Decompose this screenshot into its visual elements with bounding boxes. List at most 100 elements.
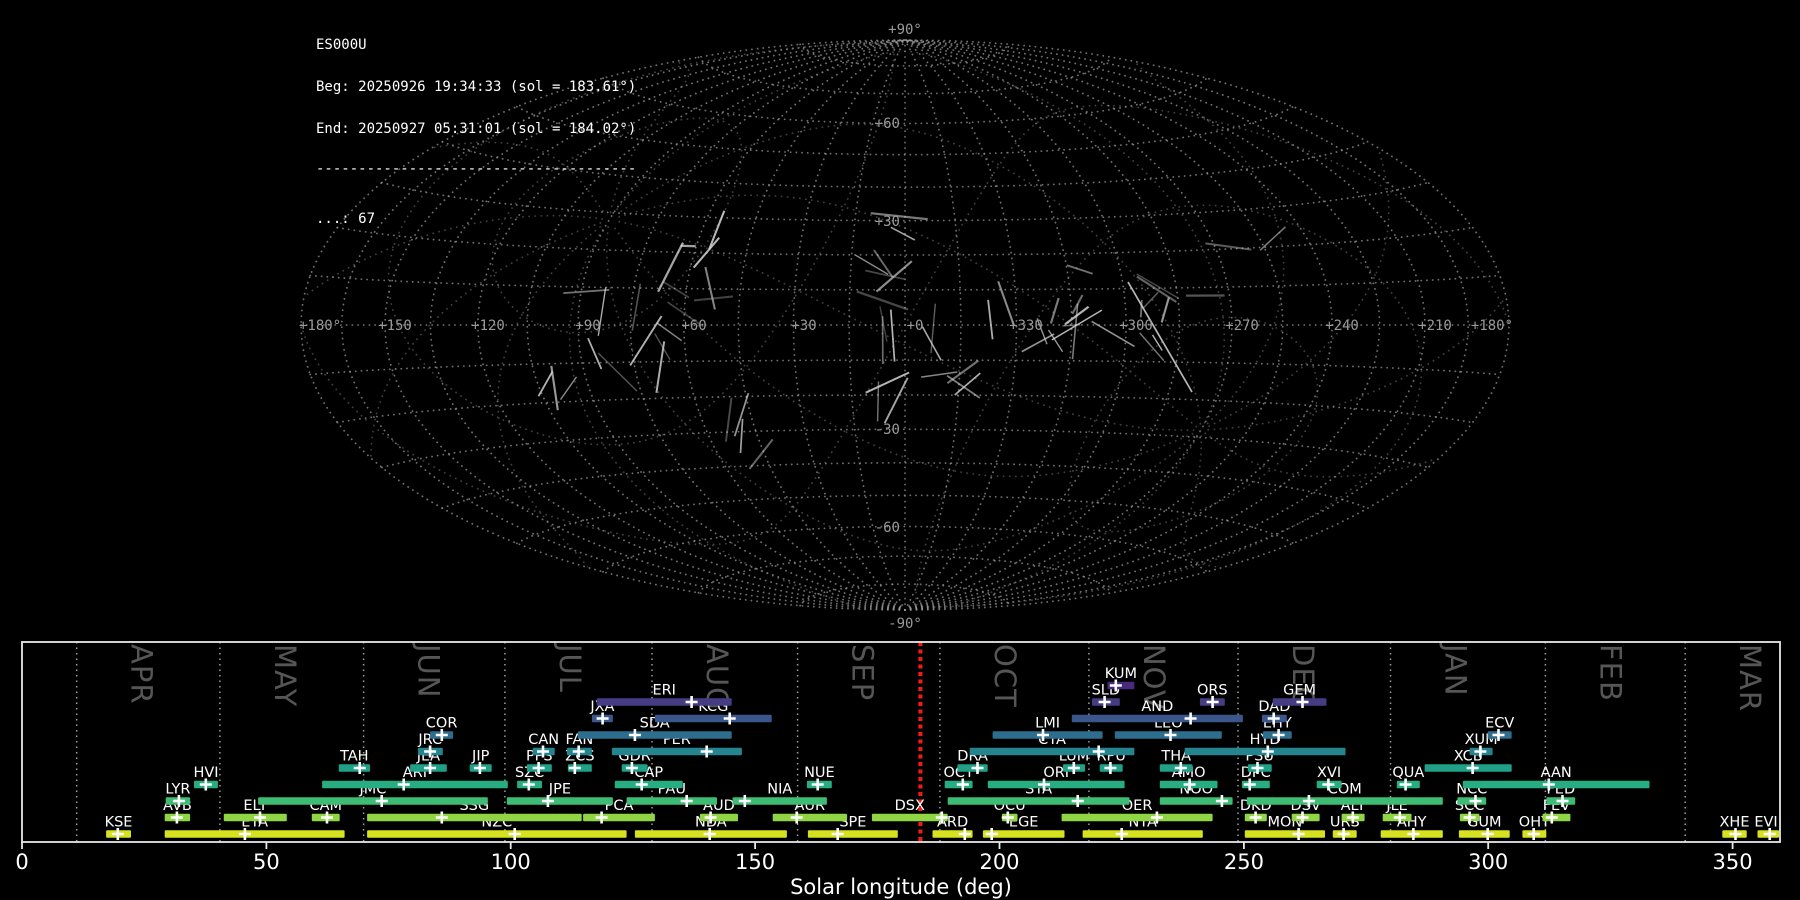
longitude-label: +0 — [907, 318, 924, 334]
coordinate-grid — [300, 39, 1510, 611]
meteor-trail — [875, 260, 913, 293]
shower-peak-marker — [1267, 712, 1280, 725]
shower-peak-marker — [1109, 679, 1122, 692]
shower-label: NIA — [767, 782, 792, 798]
shower-peak-marker — [238, 828, 251, 840]
meteor-trail — [921, 326, 942, 361]
latitude-label: +30 — [875, 214, 900, 230]
shower-bar — [258, 797, 488, 805]
shower-peak-marker — [1302, 795, 1315, 807]
shower-peak-marker — [435, 811, 448, 824]
month-label: FEB — [1593, 644, 1627, 702]
meteor-trail — [1136, 273, 1180, 300]
meteor-trail — [733, 392, 750, 437]
meteor-trail — [693, 295, 734, 302]
meteor-trail — [890, 226, 916, 241]
meteor-trail — [865, 371, 910, 394]
shower-label: XHE — [1720, 815, 1750, 831]
shower-peak-marker — [625, 762, 638, 774]
shower-label: THA — [1160, 749, 1191, 765]
meteor-trail — [587, 337, 603, 370]
shower-peak-marker — [1184, 712, 1197, 725]
meteor-trail — [1142, 291, 1159, 309]
meteor-trail — [597, 287, 607, 336]
shower-peak-marker — [1067, 762, 1080, 774]
shower-bar — [164, 830, 345, 838]
meridian-line — [904, 39, 1470, 611]
shower-peak-marker — [635, 778, 648, 791]
shower-peak-marker — [1469, 795, 1482, 807]
shower-label: JIP — [471, 749, 490, 765]
shower-label: ECV — [1485, 716, 1514, 732]
meteor-trail — [1047, 329, 1064, 353]
longitude-label: +270 — [1225, 318, 1259, 334]
shower-peak-marker — [1527, 828, 1540, 840]
shower-bar — [367, 830, 627, 838]
shower-peak-marker — [1481, 828, 1494, 840]
shower-label: ORS — [1197, 683, 1228, 699]
shower-bar — [982, 830, 1065, 838]
shower-bar — [969, 747, 1135, 756]
x-axis-title: Solar longitude (deg) — [790, 875, 1012, 899]
shower-bar — [1082, 830, 1203, 838]
shower-bar — [1159, 797, 1233, 805]
meridian-line — [340, 39, 906, 611]
longitude-label: +120 — [471, 318, 505, 334]
meteor-trail — [954, 372, 981, 396]
shower-bar — [807, 830, 898, 838]
shower-label: OHY — [1519, 815, 1550, 831]
shower-bar — [322, 780, 508, 789]
shower-peak-marker — [700, 745, 713, 758]
shower-bar — [596, 698, 732, 706]
meteor-trail — [656, 321, 683, 342]
meteor-trail — [1021, 333, 1055, 353]
meteor-trail — [1127, 281, 1193, 393]
month-label: SEP — [846, 644, 880, 701]
shower-label: KUM — [1105, 666, 1137, 682]
x-tick-label: 0 — [15, 850, 28, 874]
shower-peak-marker — [1729, 828, 1742, 840]
shower-peak-marker — [1542, 778, 1555, 791]
shower-bar — [871, 813, 948, 822]
shower-peak-marker — [199, 778, 212, 791]
meridian-line — [629, 39, 906, 611]
shower-peak-marker — [1037, 729, 1049, 741]
meteor-trail — [1036, 318, 1048, 345]
shower-peak-marker — [1001, 811, 1014, 824]
shower-peak-marker — [1206, 696, 1219, 708]
meteor-trail — [883, 377, 909, 424]
meteor-trail — [662, 280, 690, 299]
shower-peak-marker — [1337, 828, 1350, 840]
meteor-trail — [631, 283, 642, 331]
shower-bar — [1071, 714, 1243, 723]
parallel-line — [336, 394, 1474, 424]
shower-peak-marker — [738, 795, 751, 807]
shower-peak-marker — [971, 762, 984, 774]
shower-peak-marker — [811, 778, 824, 791]
shower-peak-marker — [628, 729, 641, 741]
parallel-line — [602, 77, 1208, 125]
shower-bars: KSE ETA NZC NDA SPE ARD EGE NTA MON URS AHY GUM OHY X… — [105, 666, 1779, 840]
shower-peak-marker — [1474, 745, 1487, 758]
meteor-trail — [704, 266, 716, 310]
shower-peak-marker — [424, 762, 437, 774]
longitude-label: +90 — [575, 318, 600, 334]
longitude-label: +330 — [1009, 318, 1043, 334]
parallel-line — [309, 359, 1501, 376]
map-grid-labels: +180° +150 +120 +90 +60 +30 +0 +330 +300 +270 +240… — [299, 22, 1513, 632]
meteor-trail — [1139, 300, 1143, 318]
meteor-trail — [680, 244, 696, 248]
meteor-trail — [865, 269, 905, 281]
shower-peak-marker — [1272, 729, 1285, 741]
shower-label: KSE — [105, 815, 133, 831]
shower-peak-marker — [685, 696, 698, 708]
shower-label: COR — [426, 716, 458, 732]
shower-bar — [987, 780, 1125, 789]
shower-peak-marker — [1038, 778, 1050, 791]
secondary-grid — [301, 42, 1508, 610]
meteor-trail — [870, 212, 928, 221]
shower-bar — [1246, 797, 1443, 805]
shower-peak-marker — [522, 778, 535, 791]
shower-peak-marker — [1393, 811, 1406, 824]
